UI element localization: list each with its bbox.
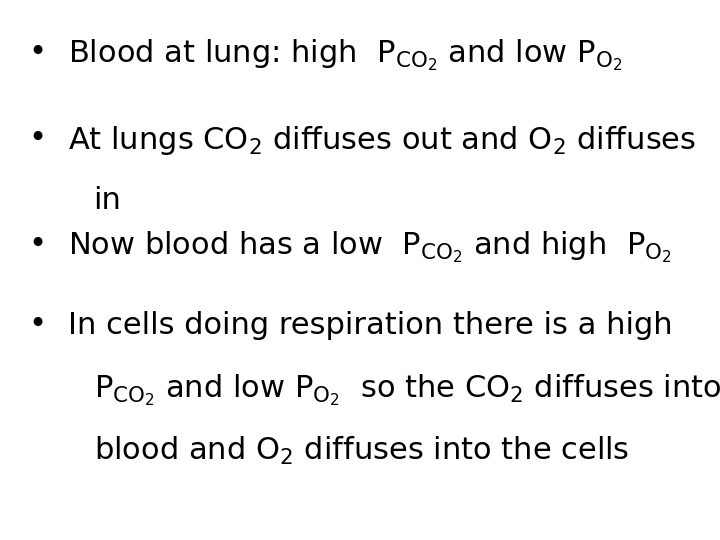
Text: •: •	[29, 124, 47, 153]
Text: Now blood has a low  $\mathregular{P}_{\mathregular{CO_2}}$ and high  $\mathregu: Now blood has a low $\mathregular{P}_{\m…	[68, 230, 672, 265]
Text: •: •	[29, 310, 47, 340]
Text: •: •	[29, 230, 47, 259]
Text: blood and $\mathregular{O_2}$ diffuses into the cells: blood and $\mathregular{O_2}$ diffuses i…	[94, 435, 629, 467]
Text: in: in	[94, 186, 122, 215]
Text: At lungs $\mathregular{CO_2}$ diffuses out and $\mathregular{O_2}$ diffuses: At lungs $\mathregular{CO_2}$ diffuses o…	[68, 124, 696, 157]
Text: Blood at lung: high  $\mathregular{P}_{\mathregular{CO_2}}$ and low $\mathregula: Blood at lung: high $\mathregular{P}_{\m…	[68, 38, 623, 73]
Text: •: •	[29, 38, 47, 67]
Text: In cells doing respiration there is a high: In cells doing respiration there is a hi…	[68, 310, 673, 340]
Text: $\mathregular{P}_{\mathregular{CO_2}}$ and low $\mathregular{P}_{\mathregular{O_: $\mathregular{P}_{\mathregular{CO_2}}$ a…	[94, 373, 720, 408]
